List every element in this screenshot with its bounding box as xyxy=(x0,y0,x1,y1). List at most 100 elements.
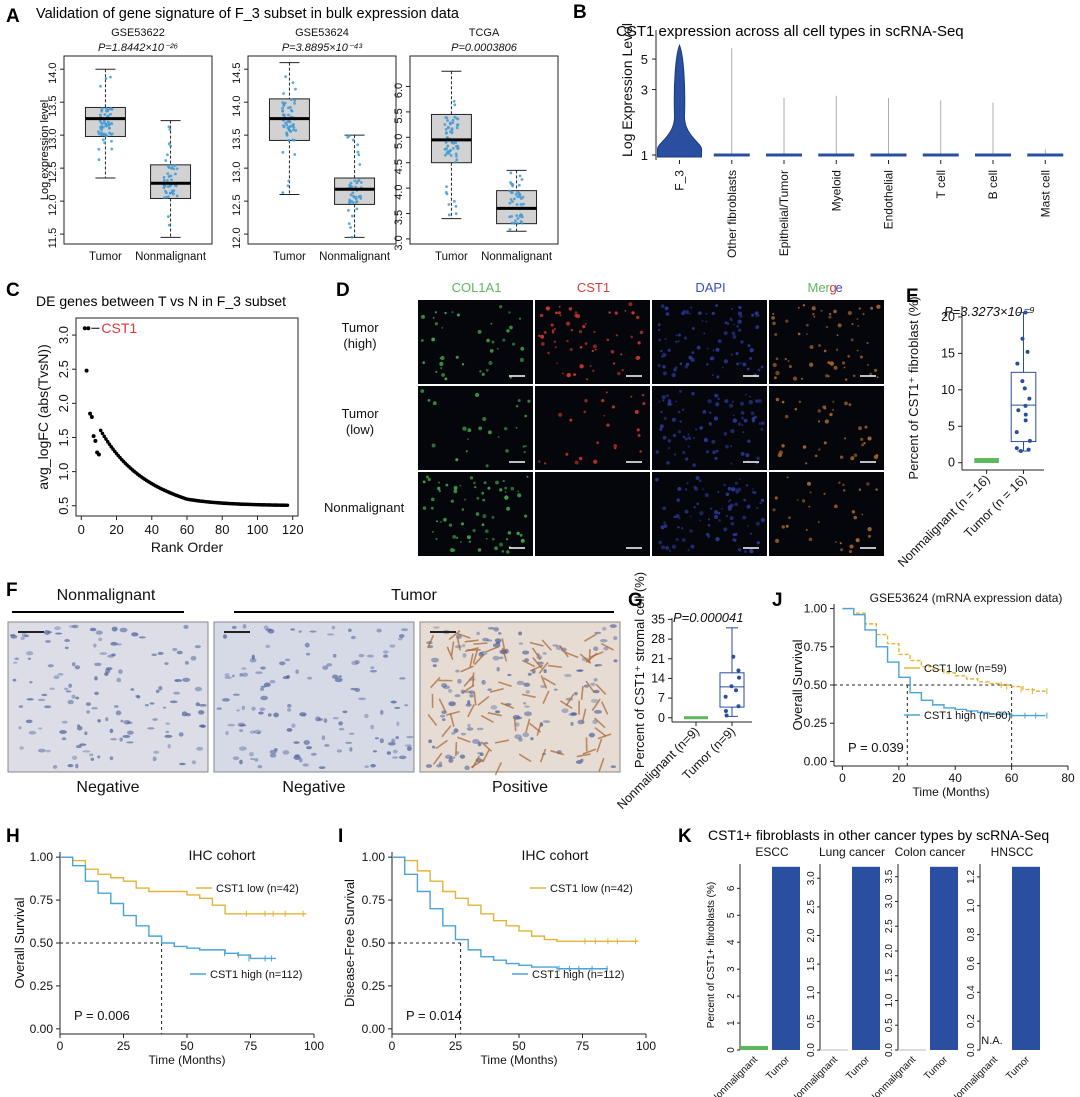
data-point xyxy=(175,184,178,188)
y-tick-label: 3.0 xyxy=(884,894,895,908)
stain-dot xyxy=(725,492,730,496)
stain-dot xyxy=(452,535,457,539)
nucleus xyxy=(332,717,339,720)
y-tick-label: 4.5 xyxy=(393,159,405,174)
data-point xyxy=(284,75,288,79)
nucleus xyxy=(12,678,17,682)
stain-dot xyxy=(481,491,485,495)
x-tick-label: Nonmalignant xyxy=(135,251,207,263)
data-point xyxy=(446,119,449,122)
violin-shape xyxy=(657,43,703,158)
nucleus xyxy=(613,659,618,663)
brown-stain-fiber xyxy=(564,651,579,659)
stain-dot xyxy=(713,510,719,515)
stain-dot xyxy=(427,398,431,402)
stain-dot xyxy=(460,522,464,526)
nucleus xyxy=(467,723,471,728)
stain-dot xyxy=(488,430,492,435)
stain-dot xyxy=(422,361,426,365)
data-point xyxy=(520,178,524,181)
stain-dot xyxy=(681,538,686,542)
nucleus xyxy=(338,721,343,726)
nucleus xyxy=(241,672,249,677)
nucleus xyxy=(522,650,530,655)
stain-dot xyxy=(553,327,557,331)
stain-dot xyxy=(717,339,722,344)
stain-dot xyxy=(856,318,859,321)
brown-stain-fiber xyxy=(432,752,443,765)
stain-dot xyxy=(827,361,831,365)
brown-stain-fiber xyxy=(542,690,550,705)
stain-dot xyxy=(817,420,821,423)
nucleus xyxy=(432,664,437,668)
stain-dot xyxy=(832,408,835,411)
stain-dot xyxy=(431,337,436,342)
nucleus xyxy=(115,710,122,716)
data-point xyxy=(173,164,177,168)
data-point xyxy=(1015,361,1020,366)
x-tick-label: Nonmalignant xyxy=(481,251,553,263)
stain-dot xyxy=(875,488,878,491)
nucleus xyxy=(251,654,255,660)
nucleus xyxy=(194,686,203,692)
brown-stain-fiber xyxy=(529,641,544,647)
nucleus xyxy=(25,719,33,724)
stain-dot xyxy=(713,393,718,398)
data-point xyxy=(516,195,519,198)
stain-dot xyxy=(732,400,735,403)
stain-dot xyxy=(505,538,509,541)
data-point xyxy=(287,113,290,117)
stain-dot xyxy=(520,538,525,543)
stain-dot xyxy=(483,481,487,485)
data-point xyxy=(454,212,458,216)
stain-dot xyxy=(723,359,729,364)
brown-stain-fiber xyxy=(585,680,595,693)
panel-k-letter: K xyxy=(678,826,692,847)
x-tick-label: 80 xyxy=(215,522,229,537)
nucleus xyxy=(364,713,369,719)
nucleus xyxy=(45,749,51,753)
panel-c-title: DE genes between T vs N in F_3 subset xyxy=(36,293,286,309)
nucleus xyxy=(94,691,99,696)
data-point xyxy=(108,107,112,111)
nucleus xyxy=(527,672,532,676)
nucleus xyxy=(29,681,33,684)
y-tick-label: 0.5 xyxy=(884,1018,895,1032)
stain-dot xyxy=(717,490,720,493)
stain-dot xyxy=(667,348,671,352)
data-point xyxy=(105,134,109,138)
stain-dot xyxy=(610,350,615,354)
stain-dot xyxy=(755,521,760,526)
brown-stain-fiber xyxy=(473,691,477,706)
stain-dot xyxy=(729,499,732,502)
nucleus xyxy=(396,721,400,727)
nucleus xyxy=(43,705,52,709)
stain-dot xyxy=(698,311,702,315)
data-point xyxy=(736,704,741,709)
micrograph-tile xyxy=(535,386,650,470)
stain-dot xyxy=(725,514,729,518)
nucleus xyxy=(130,688,135,691)
stain-dot xyxy=(445,483,449,487)
stain-dot xyxy=(486,338,490,343)
nucleus xyxy=(82,750,91,753)
brown-stain-fiber xyxy=(559,645,569,658)
data-point xyxy=(291,81,295,85)
stain-dot xyxy=(524,414,527,418)
y-axis-label: Disease-Free Survival xyxy=(342,879,357,1007)
stain-dot xyxy=(503,426,508,431)
data-point xyxy=(514,192,518,196)
data-point xyxy=(288,120,292,124)
stain-dot xyxy=(603,414,606,417)
stain-dot xyxy=(732,533,736,537)
nucleus xyxy=(216,707,222,710)
stain-dot xyxy=(751,313,755,317)
data-point xyxy=(450,141,454,144)
data-point xyxy=(455,154,458,158)
stain-dot xyxy=(472,528,476,533)
data-point xyxy=(348,183,352,187)
nucleus xyxy=(350,687,357,691)
stain-dot xyxy=(828,315,832,319)
stain-dot xyxy=(756,506,759,510)
ihc-image xyxy=(213,621,415,773)
